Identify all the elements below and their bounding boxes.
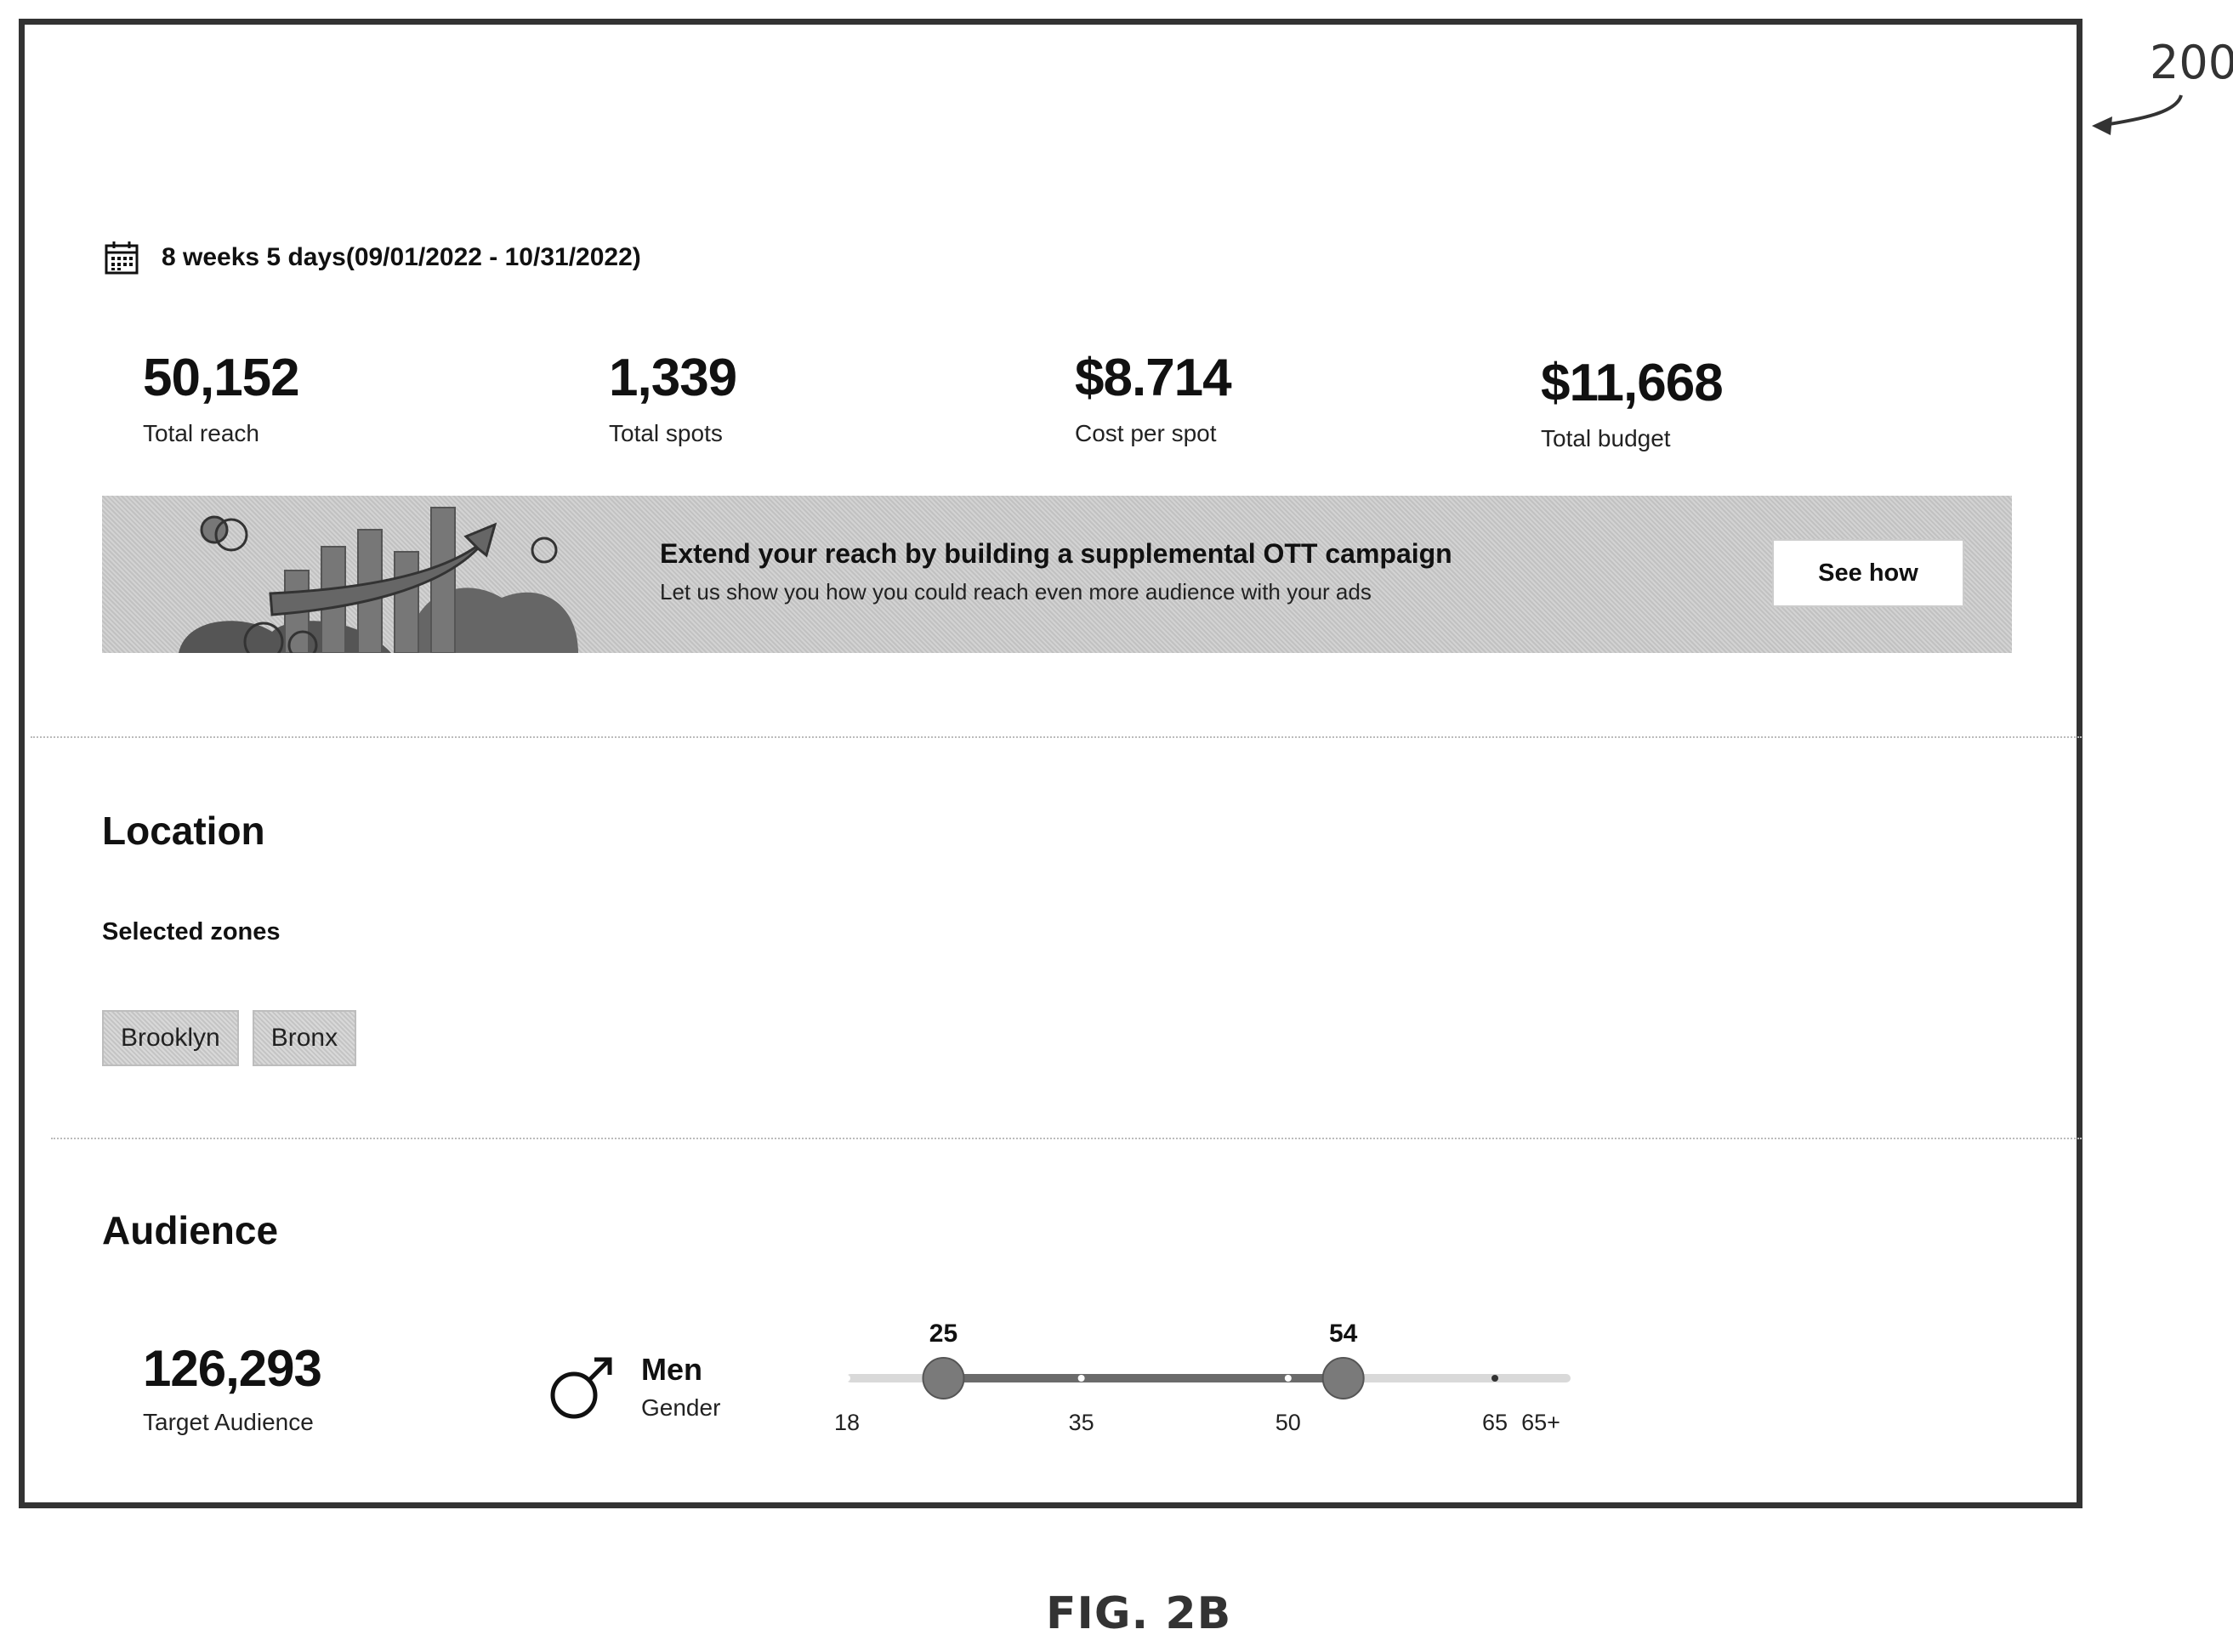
slider-scale-dot <box>1284 1375 1292 1382</box>
age-tick-label: 18 <box>833 1410 861 1435</box>
slider-scale-dot <box>1077 1375 1085 1382</box>
stat-total-budget: $11,668 Total budget <box>1541 354 1724 452</box>
target-audience-label: Target Audience <box>143 1409 314 1435</box>
figure-label: FIG. 2B <box>1046 1588 1232 1639</box>
age-tick-label: 50 <box>1275 1410 1301 1435</box>
zone-chip-bronx[interactable]: Bronx <box>252 1010 357 1066</box>
slider-handle-max <box>1321 1357 1365 1399</box>
app-frame <box>19 19 2082 1508</box>
stat-label: Total budget <box>1541 425 1671 451</box>
gender-label: Gender <box>641 1394 721 1421</box>
stat-label: Cost per spot <box>1075 420 1217 446</box>
male-icon <box>550 1357 612 1419</box>
stat-total-spots: 1,339 Total spots <box>609 349 737 447</box>
age-tick-label: 35 <box>1068 1410 1094 1435</box>
slider-handle-min <box>922 1357 965 1399</box>
location-title: Location <box>102 809 265 853</box>
banner-title: Extend your reach by building a suppleme… <box>660 538 1452 569</box>
ott-campaign-banner: Extend your reach by building a suppleme… <box>102 496 2012 653</box>
stat-cost-per-spot: $8.714 Cost per spot <box>1075 349 1232 447</box>
selected-zones-list: Brooklyn Bronx <box>102 1010 357 1066</box>
slider-max-label: 54 <box>1328 1320 1358 1348</box>
duration-text: 8 weeks 5 days(09/01/2022 - 10/31/2022) <box>162 243 641 271</box>
banner-subtitle: Let us show you how you could reach even… <box>660 579 1372 605</box>
zone-chip-brooklyn[interactable]: Brooklyn <box>102 1010 239 1066</box>
arrow-200-head <box>2092 116 2112 135</box>
target-audience-value: 126,293 <box>143 1340 322 1397</box>
selected-zones-label: Selected zones <box>102 918 281 945</box>
arrow-200 <box>2098 94 2183 128</box>
growth-chart-illustration-icon <box>179 507 578 653</box>
see-how-button[interactable]: See how <box>1772 539 1964 607</box>
calendar-icon <box>105 241 139 275</box>
slider-scale-dot <box>844 1375 850 1382</box>
age-range-slider[interactable] <box>833 1309 1616 1445</box>
section-divider <box>51 1138 2082 1139</box>
stat-total-reach: 50,152 Total reach <box>143 349 300 447</box>
stat-label: Total spots <box>609 420 723 446</box>
audience-title: Audience <box>102 1208 279 1252</box>
slider-scale-dot <box>1492 1375 1498 1382</box>
age-tick-label: 65+ <box>1521 1410 1560 1435</box>
stat-label: Total reach <box>143 420 259 446</box>
stat-value: 50,152 <box>143 349 300 407</box>
gender-value: Men <box>641 1352 702 1387</box>
slider-min-label: 25 <box>929 1320 958 1348</box>
campaign-duration: 8 weeks 5 days(09/01/2022 - 10/31/2022) <box>104 240 641 275</box>
stat-value: 1,339 <box>609 349 737 407</box>
section-divider <box>31 736 2082 738</box>
reference-numeral-200: 200 <box>2150 36 2233 89</box>
age-tick-label: 65 <box>1481 1410 1509 1435</box>
stat-value: $11,668 <box>1541 354 1724 412</box>
stat-value: $8.714 <box>1075 349 1232 407</box>
